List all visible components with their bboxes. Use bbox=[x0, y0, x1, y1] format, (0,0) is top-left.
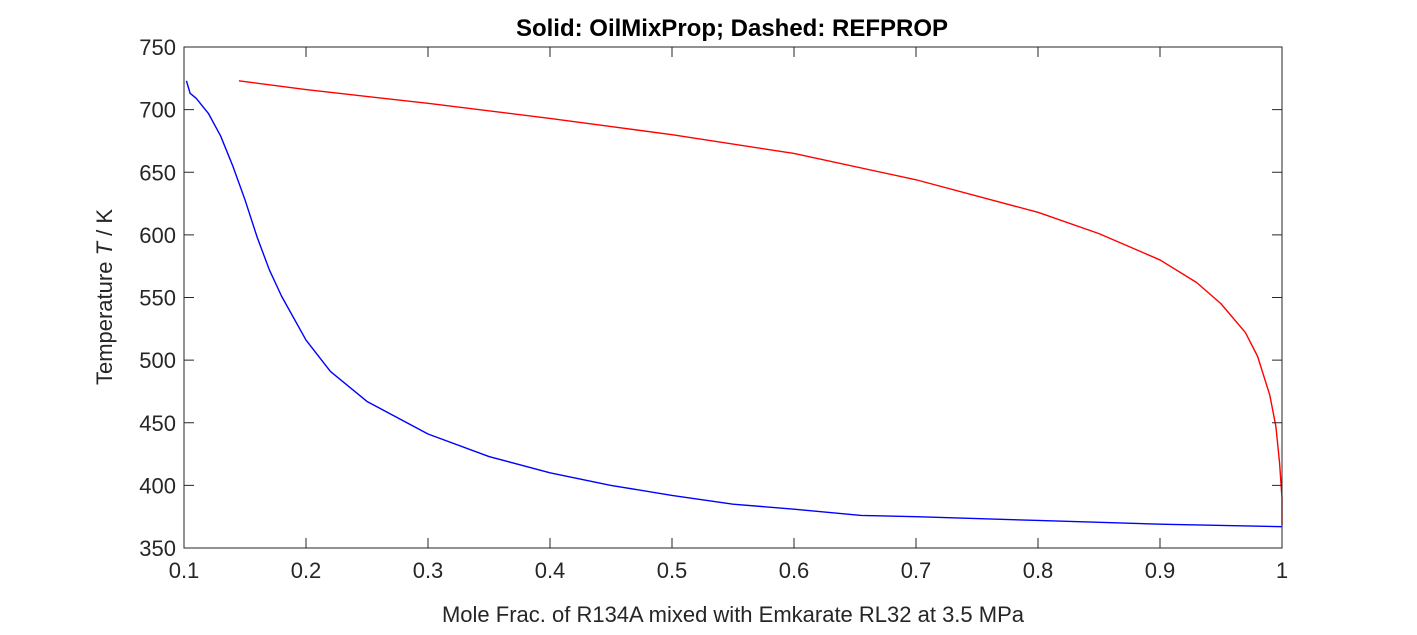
y-tick-label: 600 bbox=[139, 223, 176, 248]
series-line-2 bbox=[185, 80, 1283, 528]
x-tick-label: 0.8 bbox=[1023, 558, 1054, 583]
x-axis-ticks: 0.1 0.2 0.3 0.4 0.5 0.6 0.7 0.8 0.9 1 bbox=[169, 47, 1288, 583]
x-tick-label: 0.4 bbox=[535, 558, 566, 583]
y-axis-label-variable: T bbox=[92, 240, 117, 255]
y-tick-label: 500 bbox=[139, 348, 176, 373]
series-layer bbox=[185, 80, 1283, 528]
x-tick-label: 0.1 bbox=[169, 558, 200, 583]
y-tick-label: 700 bbox=[139, 98, 176, 123]
y-tick-label: 400 bbox=[139, 473, 176, 498]
x-axis-label: Mole Frac. of R134A mixed with Emkarate … bbox=[442, 602, 1025, 627]
x-tick-label: 0.2 bbox=[291, 558, 322, 583]
series-line-1 bbox=[238, 80, 1283, 526]
chart-title: Solid: OilMixProp; Dashed: REFPROP bbox=[516, 15, 948, 42]
x-tick-label: 0.3 bbox=[413, 558, 444, 583]
x-tick-label: 1 bbox=[1276, 558, 1288, 583]
x-tick-label: 0.7 bbox=[901, 558, 932, 583]
y-tick-label: 750 bbox=[139, 35, 176, 60]
y-tick-label: 550 bbox=[139, 286, 176, 311]
y-tick-label: 350 bbox=[139, 536, 176, 561]
x-tick-label: 0.9 bbox=[1145, 558, 1176, 583]
y-axis-label-unit: / K bbox=[92, 209, 117, 242]
y-tick-label: 450 bbox=[139, 411, 176, 436]
y-axis-label: Temperature T / K bbox=[92, 209, 117, 385]
y-axis-ticks: 350 400 450 500 550 600 650 700 750 bbox=[139, 35, 1282, 561]
x-tick-label: 0.6 bbox=[779, 558, 810, 583]
y-tick-label: 650 bbox=[139, 160, 176, 185]
y-axis-label-prefix: Temperature bbox=[92, 255, 117, 385]
x-tick-label: 0.5 bbox=[657, 558, 688, 583]
